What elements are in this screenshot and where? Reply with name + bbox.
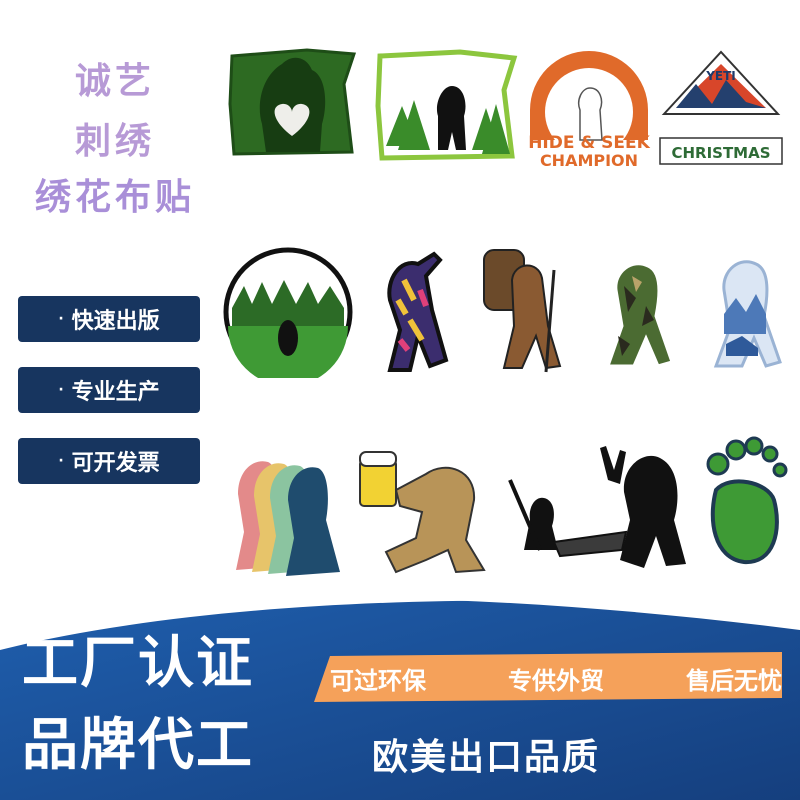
- bullet-dot: ·: [58, 453, 64, 469]
- bullet-dot: ·: [58, 382, 64, 398]
- feature-pill-pro-production: · 专业生产: [18, 367, 200, 413]
- orange-item-eco: 可过环保: [330, 666, 426, 695]
- title-line-3: 绣花布贴: [34, 177, 195, 218]
- title-line-2: 刺绣: [74, 121, 155, 162]
- oregon-heart-patch: [228, 48, 357, 156]
- feature-pill-invoice: · 可开发票: [18, 438, 200, 484]
- feature-pill-fast-proof: · 快速出版: [18, 296, 200, 342]
- bigfoot-footprint-patch: [706, 436, 788, 565]
- orange-strip-items: 可过环保 专供外贸 售后无忧: [330, 656, 782, 700]
- feature-label: 可开发票: [71, 451, 160, 476]
- blue-mountain-bigfoot-patch: [713, 260, 782, 368]
- yeti-christmas-patch: YETI CHRISTMAS: [659, 50, 783, 165]
- export-quality-text: 欧美出口品质: [372, 737, 601, 778]
- camo-bigfoot-patch: [605, 262, 674, 368]
- title-line-1: 诚艺: [74, 61, 155, 102]
- orange-strip: [314, 652, 782, 702]
- forest-circle-patch: [223, 247, 353, 378]
- christmas-text: CHRISTMAS: [671, 144, 770, 162]
- kayak-bigfoot-patch: [508, 479, 628, 558]
- rainbow-bigfoot-patch: [387, 251, 449, 372]
- hiker-bigfoot-patch: [483, 249, 562, 373]
- big-text-brand-oem: 品牌代工: [22, 713, 254, 778]
- beer-bigfoot-patch: [359, 451, 486, 574]
- peace-sign-bigfoot-patch: [600, 446, 686, 568]
- bullet-dot: ·: [58, 311, 64, 327]
- hide-seek-patch: HIDE & SEEK CHAMPION: [528, 51, 651, 170]
- champion-text: CHAMPION: [540, 151, 638, 170]
- feature-label: 快速出版: [71, 309, 160, 334]
- yeti-text: YETI: [705, 69, 736, 83]
- big-text-factory-certified: 工厂认证: [22, 631, 254, 696]
- feature-label: 专业生产: [71, 380, 160, 405]
- orange-item-export-trade: 专供外贸: [508, 666, 604, 695]
- hide-seek-text: HIDE & SEEK: [528, 133, 650, 153]
- orange-item-after-sales: 售后无忧: [686, 666, 782, 695]
- bottom-banner: [0, 590, 800, 800]
- retro-multicolor-bigfoot-patch: [236, 461, 340, 576]
- oregon-forest-patch: [375, 49, 518, 161]
